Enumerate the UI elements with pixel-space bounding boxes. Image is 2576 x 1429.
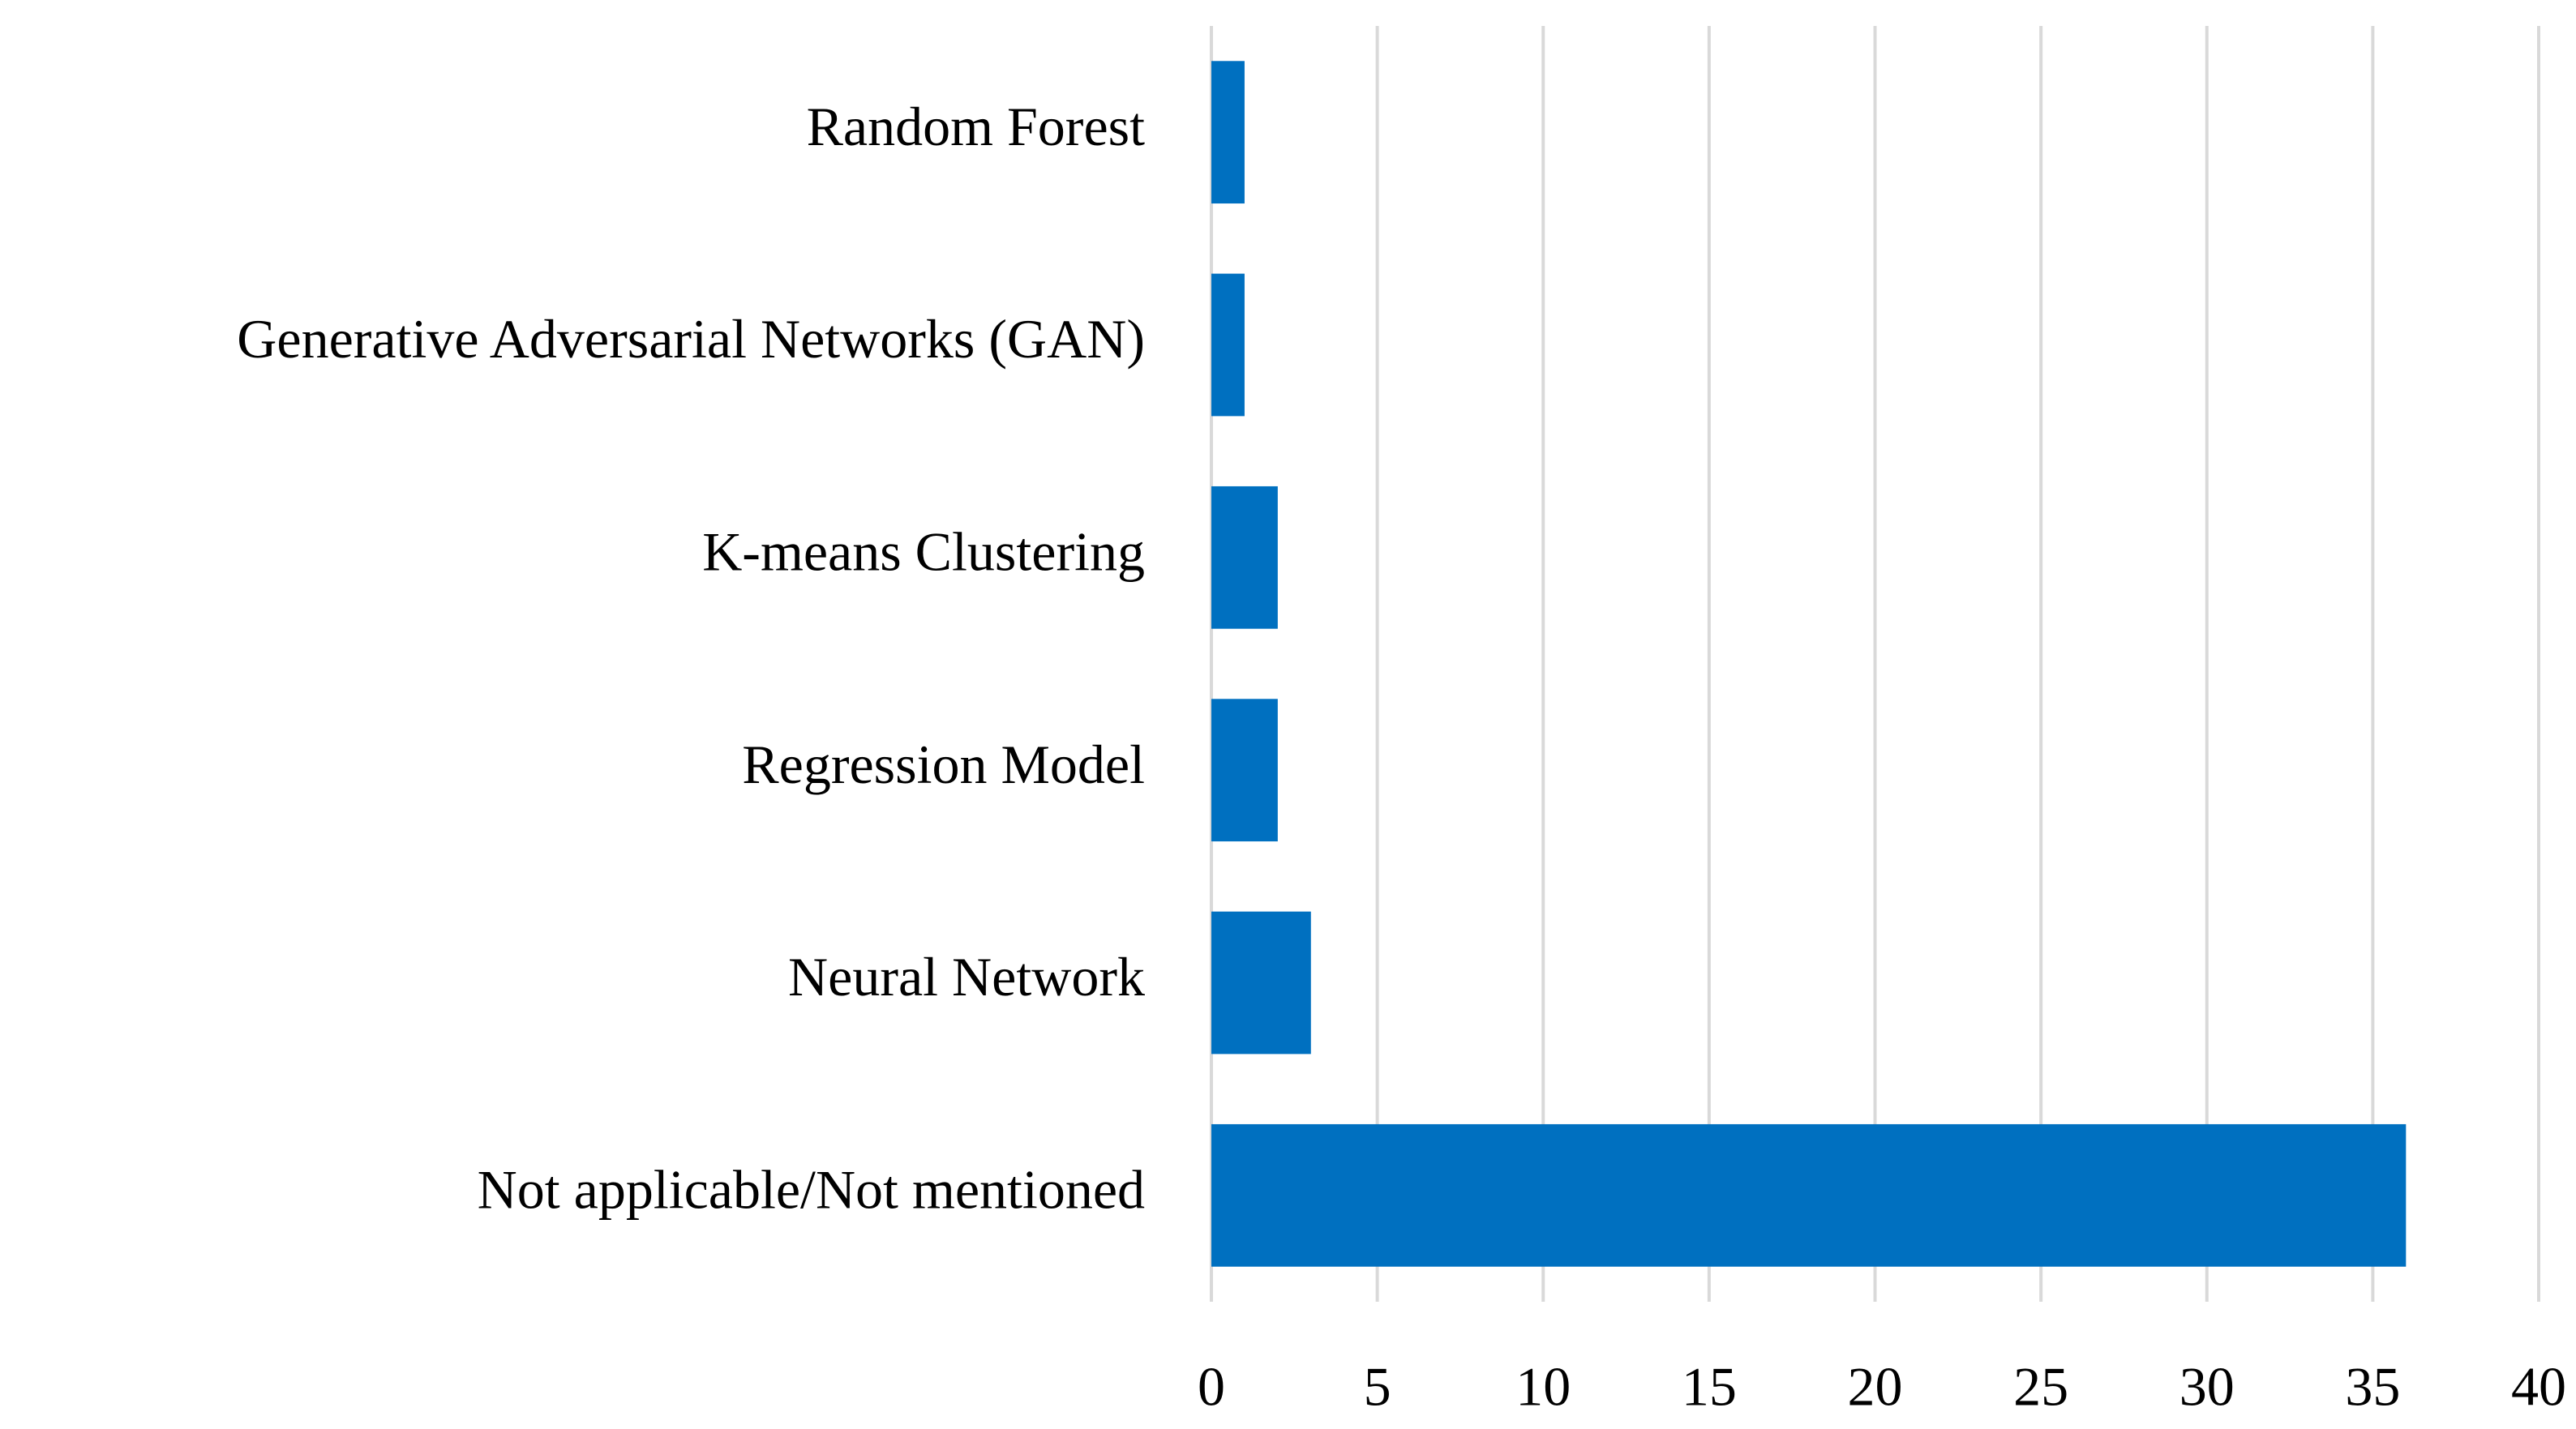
bar — [1211, 61, 1245, 204]
bar — [1211, 486, 1278, 629]
y-tick-label: Regression Model — [742, 734, 1145, 795]
y-tick-label: Generative Adversarial Networks (GAN) — [237, 308, 1145, 370]
x-tick-label: 20 — [1848, 1356, 1903, 1418]
x-tick-label: 15 — [1682, 1356, 1737, 1418]
x-tick-label: 35 — [2345, 1356, 2400, 1418]
x-tick-label: 40 — [2511, 1356, 2566, 1418]
y-tick-label: Neural Network — [788, 946, 1145, 1008]
x-tick-label: 5 — [1364, 1356, 1391, 1418]
bar — [1211, 699, 1278, 842]
bar — [1211, 911, 1311, 1055]
x-tick-label: 30 — [2180, 1356, 2235, 1418]
x-tick-label: 25 — [2013, 1356, 2068, 1418]
y-tick-label: K-means Clustering — [702, 520, 1145, 582]
y-tick-label: Random Forest — [807, 96, 1146, 157]
y-tick-label: Not applicable/Not mentioned — [478, 1158, 1145, 1220]
bar — [1211, 273, 1245, 417]
x-tick-label: 0 — [1198, 1356, 1225, 1418]
bar — [1211, 1123, 2407, 1267]
x-tick-label: 10 — [1515, 1356, 1571, 1418]
